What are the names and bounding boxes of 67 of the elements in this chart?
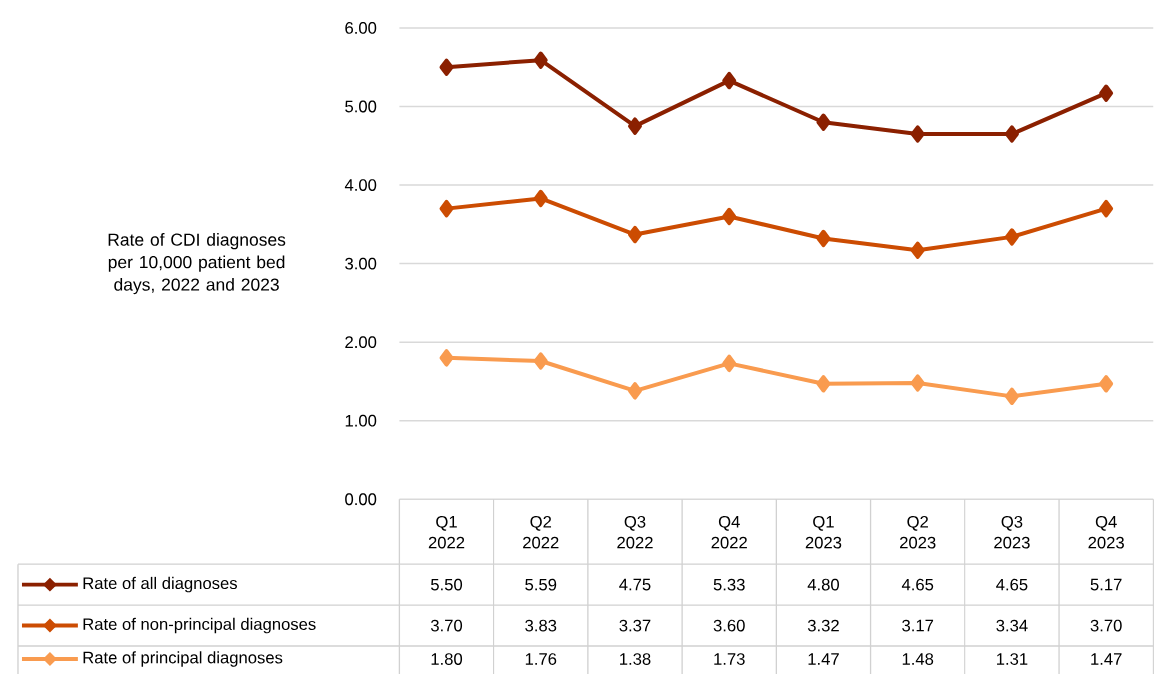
point [439,349,454,367]
data-label: 5.50 [431,578,463,591]
point [722,207,737,226]
point [722,72,737,90]
data-label: 3.70 [1090,619,1122,632]
point [1004,228,1019,246]
point [1099,84,1114,102]
legend-label: Rate of non-principal diagnoses [83,617,316,634]
data-label: 3.70 [430,619,463,632]
x-tick-label: Q2 2022 [523,516,559,549]
data-label: 3.34 [996,619,1028,632]
point [1099,375,1114,393]
data-label: 4.80 [807,578,840,591]
point [533,189,548,208]
data-label: 4.65 [901,578,934,591]
x-tick-label: Q3 2023 [994,516,1030,549]
point [1099,200,1114,218]
y-tick-label: 3.00 [345,257,377,270]
point [627,382,642,400]
y-tick-label: 1.00 [345,414,377,427]
data-label: 5.17 [1090,578,1122,591]
y-tick-label: 5.00 [345,100,377,113]
point [910,125,925,143]
point [627,117,642,135]
legend-label: Rate of all diagnoses [83,577,237,593]
y-tick-label: 6.00 [345,22,377,35]
point [910,241,925,260]
data-label: 1.73 [714,653,745,666]
x-tick-label: Q2 2023 [900,516,936,549]
point [910,374,925,392]
data-label: 5.59 [525,578,557,591]
data-label: 3.37 [619,619,651,632]
point [816,229,831,248]
x-tick-label: Q4 2023 [1088,516,1124,549]
data-label: 1.47 [1091,653,1122,665]
y-tick-label: 2.00 [345,336,377,349]
data-label: 1.80 [431,653,463,666]
legend-label: Rate of principal diagnoses [83,651,283,667]
point [722,354,737,373]
data-label: 5.33 [713,578,745,591]
y-axis-title: Rate of CDI diagnoses per 10,000 patient bed days, 2022 and 2023 [108,233,286,295]
point [533,51,548,69]
point [1004,387,1019,406]
data-label: 3.83 [525,619,557,632]
data-label: 4.75 [619,578,651,591]
point [1004,125,1019,143]
point [439,200,454,218]
x-tick-label: Q1 2023 [805,516,842,549]
point [533,352,548,370]
data-label: 3.60 [713,619,745,632]
x-tick-label: Q3 2022 [617,516,653,549]
x-tick-label: Q1 2022 [428,516,465,549]
data-label: 1.38 [620,653,651,666]
y-tick-label: 4.00 [344,179,377,192]
data-label: 1.76 [525,653,557,666]
point [627,226,642,244]
y-tick-label: 0.00 [345,493,377,506]
data-label: 1.47 [808,653,839,665]
point [439,58,454,77]
data-label: 3.17 [902,619,934,632]
point [816,375,831,393]
point [816,113,831,132]
data-label: 3.32 [807,619,839,632]
x-tick-label: Q4 2022 [711,516,747,549]
data-label: 4.65 [996,578,1028,591]
data-label: 1.48 [902,653,934,666]
data-label: 1.31 [997,653,1028,666]
